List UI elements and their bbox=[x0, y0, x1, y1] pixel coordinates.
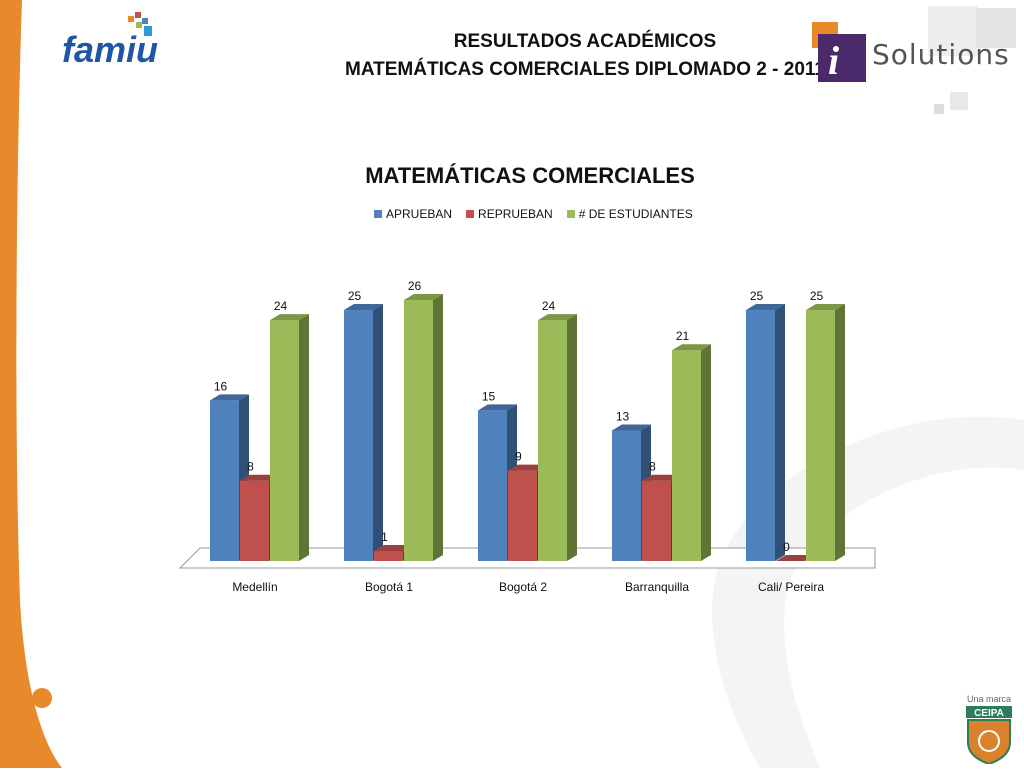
bar-side bbox=[775, 304, 785, 561]
data-label: 24 bbox=[542, 299, 556, 313]
chart-legend: APRUEBAN REPRUEBAN # DE ESTUDIANTES bbox=[374, 207, 693, 221]
data-label: 24 bbox=[274, 299, 288, 313]
bar-side bbox=[701, 344, 711, 561]
bar-top bbox=[240, 474, 279, 481]
bar bbox=[210, 400, 239, 561]
legend-label: REPRUEBAN bbox=[478, 207, 553, 221]
famiu-wordmark: famiu bbox=[62, 29, 158, 70]
bar bbox=[404, 300, 433, 561]
bar-top bbox=[210, 394, 249, 401]
data-label: 9 bbox=[515, 450, 522, 464]
slide-title: RESULTADOS ACADÉMICOS MATEMÁTICAS COMERC… bbox=[250, 28, 920, 84]
ceipa-logo: Una marca CEIPA bbox=[960, 694, 1018, 769]
gray-square bbox=[950, 92, 968, 110]
gray-square bbox=[934, 104, 944, 114]
bar-top bbox=[344, 304, 383, 311]
gray-square bbox=[976, 8, 1016, 48]
legend-swatch bbox=[374, 210, 382, 218]
bar-top bbox=[270, 314, 309, 321]
bar-top bbox=[806, 304, 845, 311]
data-label: 25 bbox=[750, 289, 764, 303]
gray-square bbox=[928, 6, 978, 56]
bar-side bbox=[567, 314, 577, 561]
svg-text:i: i bbox=[828, 38, 839, 83]
data-label: 21 bbox=[676, 329, 690, 343]
data-label: 26 bbox=[408, 279, 422, 293]
bar-side bbox=[373, 304, 383, 561]
data-label: 1 bbox=[381, 530, 388, 544]
bar-top bbox=[672, 344, 711, 351]
bar-side bbox=[835, 304, 845, 561]
legend-item-aprueban: APRUEBAN bbox=[374, 207, 452, 221]
data-label: 16 bbox=[214, 379, 228, 393]
bar-side bbox=[299, 314, 309, 561]
svg-text:CEIPA: CEIPA bbox=[974, 708, 1004, 719]
bar-top bbox=[478, 404, 517, 411]
bar bbox=[374, 550, 403, 561]
data-label: 8 bbox=[247, 460, 254, 474]
legend-item-reprueban: REPRUEBAN bbox=[466, 207, 553, 221]
title-line-1: RESULTADOS ACADÉMICOS bbox=[453, 31, 717, 52]
bar bbox=[538, 320, 567, 561]
data-label: 0 bbox=[783, 540, 790, 554]
data-label: 25 bbox=[810, 289, 824, 303]
x-tick-label: Bogotá 2 bbox=[499, 580, 547, 594]
legend-item-estudiantes: # DE ESTUDIANTES bbox=[566, 207, 693, 221]
x-tick-label: Cali/ Pereira bbox=[758, 580, 824, 594]
solutions-logo: i bbox=[812, 22, 866, 83]
legend-swatch bbox=[566, 210, 575, 218]
bar bbox=[508, 470, 537, 561]
data-label: 13 bbox=[616, 410, 630, 424]
bar bbox=[344, 310, 373, 561]
ceipa-shield-icon: CEIPA bbox=[966, 706, 1012, 766]
chart-title: MATEMÁTICAS COMERCIALES bbox=[365, 163, 695, 188]
bar-top bbox=[508, 464, 547, 471]
legend-swatch bbox=[466, 210, 475, 218]
ceipa-tagline: Una marca bbox=[966, 694, 1011, 704]
orange-side-band bbox=[0, 0, 62, 768]
legend-label: # DE ESTUDIANTES bbox=[578, 207, 693, 221]
x-tick-label: Bogotá 1 bbox=[365, 580, 413, 594]
bar bbox=[746, 310, 775, 561]
data-label: 8 bbox=[649, 460, 656, 474]
bar bbox=[240, 480, 269, 561]
famiu-logo: famiu bbox=[62, 10, 162, 75]
bar bbox=[478, 410, 507, 561]
data-label: 15 bbox=[482, 389, 496, 403]
legend-label: APRUEBAN bbox=[386, 207, 453, 221]
bar bbox=[672, 350, 701, 561]
x-tick-label: Medellín bbox=[232, 580, 277, 594]
bar-top bbox=[404, 294, 443, 300]
bar bbox=[612, 430, 641, 561]
solutions-wordmark: Solutions bbox=[872, 38, 1010, 71]
bar-top bbox=[612, 424, 651, 431]
bar bbox=[270, 320, 299, 561]
bar-top bbox=[538, 314, 577, 321]
title-line-2: MATEMÁTICAS COMERCIALES DIPLOMADO 2 - 20… bbox=[345, 59, 825, 80]
bar-top bbox=[642, 474, 681, 481]
bar-top bbox=[776, 555, 815, 561]
bar-top bbox=[746, 304, 785, 311]
bar-top bbox=[374, 544, 413, 551]
bar-side bbox=[433, 294, 443, 561]
data-label: 25 bbox=[348, 289, 362, 303]
x-tick-label: Barranquilla bbox=[625, 580, 689, 594]
bar bbox=[806, 310, 835, 561]
famiu-logo-mark: famiu bbox=[62, 12, 158, 70]
orange-dot bbox=[32, 688, 52, 708]
bar bbox=[642, 480, 671, 561]
